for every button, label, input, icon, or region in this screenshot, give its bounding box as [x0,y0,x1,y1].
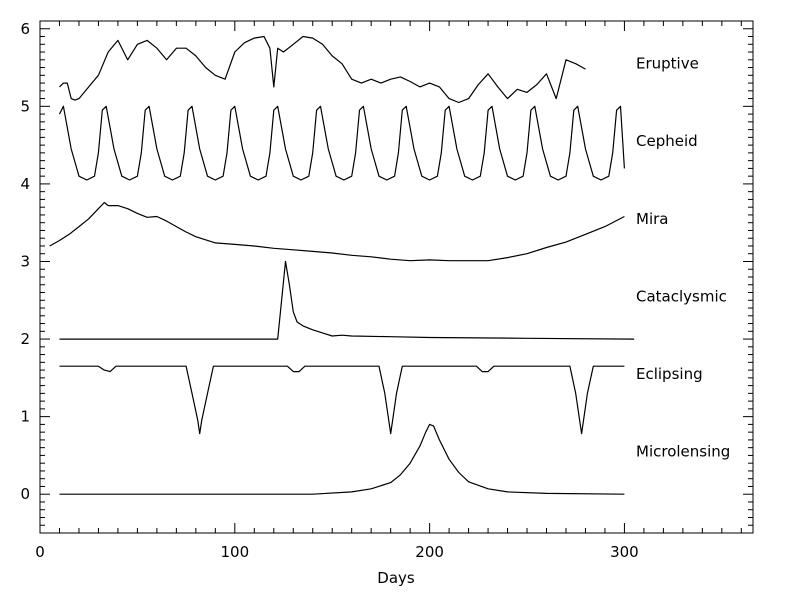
series-label-microlensing: Microlensing [636,443,730,461]
y-tick-label: 4 [20,175,30,193]
y-tick-label: 1 [20,408,30,426]
y-tick-label: 2 [20,330,30,348]
series-label-mira: Mira [636,210,668,228]
series-labels: Eruptive Cepheid Mira Cataclysmic Eclipsing M… [636,55,730,461]
series-curves [49,35,635,495]
x-tick-label: 0 [35,543,45,561]
series-label-cepheid: Cepheid [636,132,698,150]
series-label-cataclysmic: Cataclysmic [636,287,727,305]
series-line-cepheid [58,105,625,181]
x-tick-label: 300 [610,543,639,561]
axis-ticks [39,20,753,534]
x-tick-label: 100 [220,543,249,561]
x-axis-title: Days [377,569,415,587]
series-line-eclipsing [59,365,625,435]
y-tick-label: 0 [20,485,30,503]
y-tick-label: 6 [20,20,30,38]
y-tick-label: 3 [20,252,30,270]
series-label-eruptive: Eruptive [636,55,699,73]
y-tick-label: 5 [20,97,30,115]
series-label-eclipsing: Eclipsing [636,365,703,383]
series-line-eruptive [59,35,586,104]
tick-labels: 0 100 200 300 0 1 2 3 4 5 6 [20,20,638,561]
series-line-cataclysmic [59,260,635,340]
series-line-mira [49,201,625,262]
series-line-microlensing [59,423,625,495]
x-tick-label: 200 [415,543,444,561]
